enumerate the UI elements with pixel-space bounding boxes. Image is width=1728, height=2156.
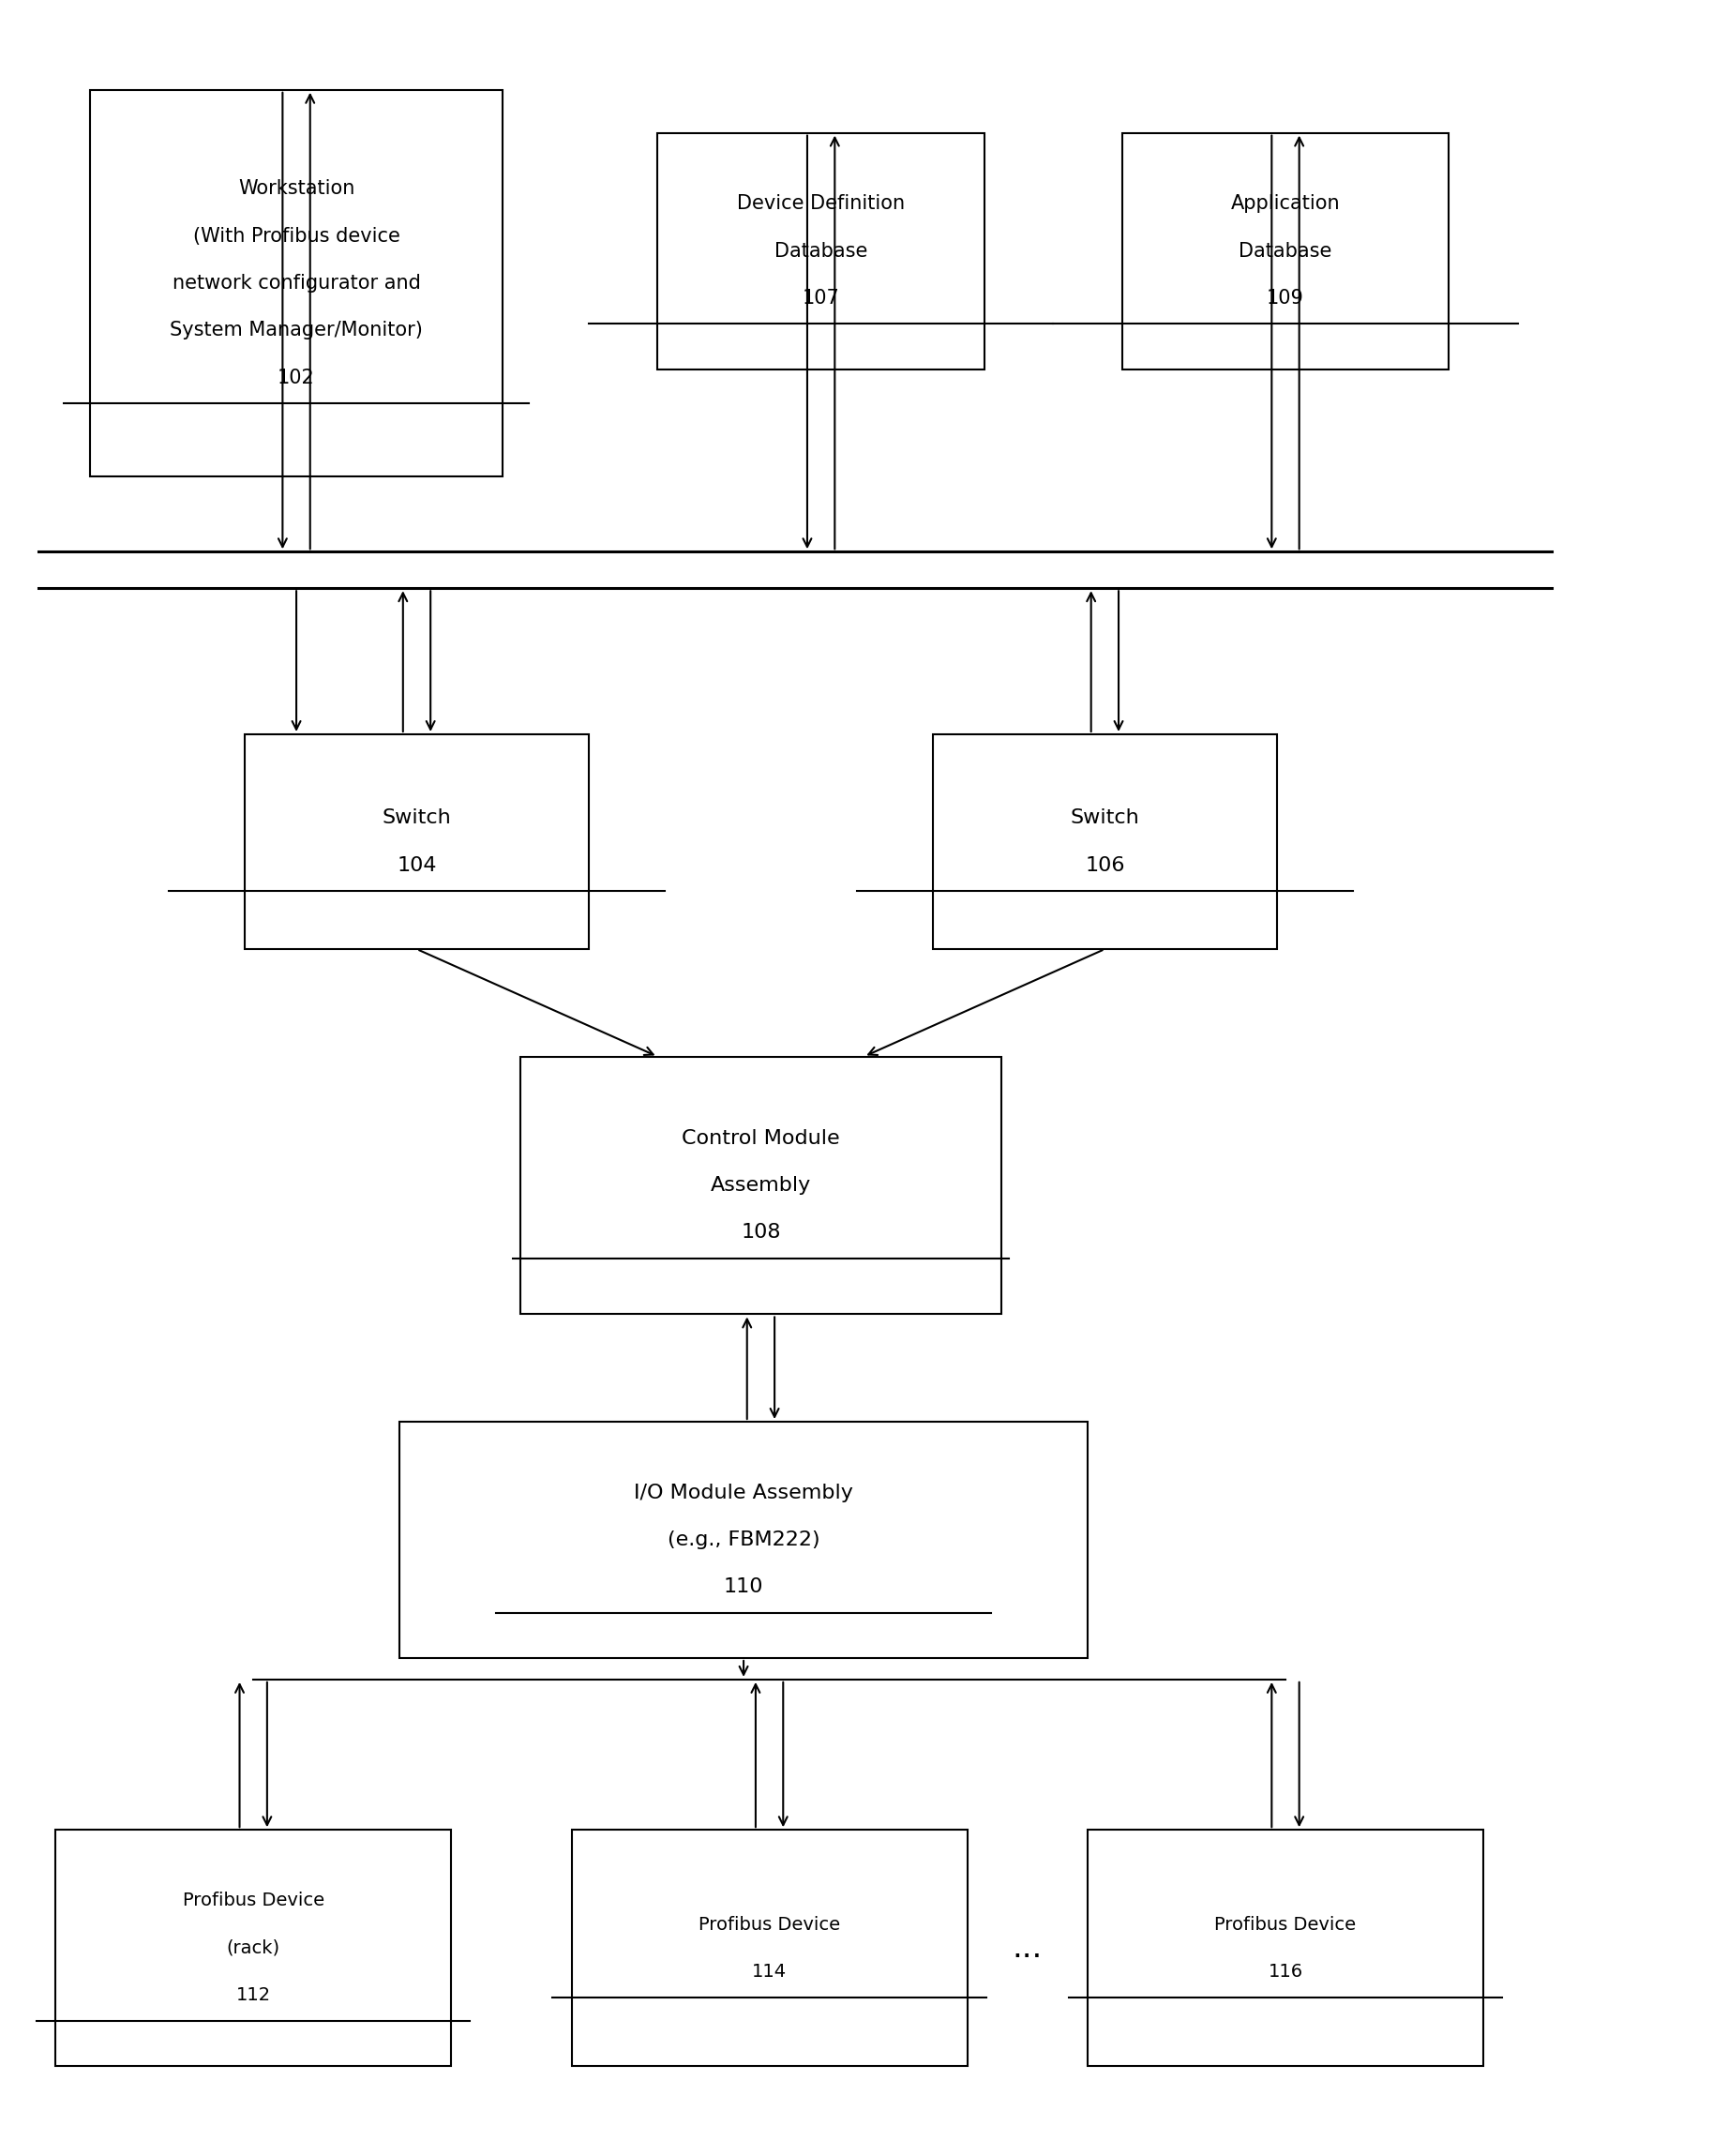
- Text: Profibus Device: Profibus Device: [183, 1891, 325, 1910]
- Text: Assembly: Assembly: [710, 1175, 810, 1194]
- Text: Database: Database: [1239, 241, 1332, 261]
- FancyBboxPatch shape: [90, 91, 503, 476]
- Text: Switch: Switch: [382, 808, 451, 828]
- Text: 112: 112: [237, 1986, 271, 2005]
- FancyBboxPatch shape: [399, 1421, 1087, 1658]
- FancyBboxPatch shape: [658, 134, 985, 369]
- Text: Workstation: Workstation: [238, 179, 354, 198]
- FancyBboxPatch shape: [55, 1830, 451, 2065]
- FancyBboxPatch shape: [245, 735, 589, 949]
- Text: 102: 102: [278, 369, 314, 388]
- Text: 116: 116: [1268, 1962, 1303, 1981]
- Text: Control Module: Control Module: [683, 1130, 840, 1147]
- FancyBboxPatch shape: [520, 1056, 1002, 1315]
- FancyBboxPatch shape: [1087, 1830, 1483, 2065]
- FancyBboxPatch shape: [572, 1830, 968, 2065]
- Text: (With Profibus device: (With Profibus device: [194, 226, 399, 246]
- Text: Device Definition: Device Definition: [738, 194, 905, 213]
- Text: Profibus Device: Profibus Device: [698, 1915, 840, 1934]
- Text: 110: 110: [724, 1578, 764, 1595]
- Text: (e.g., FBM222): (e.g., FBM222): [667, 1531, 819, 1550]
- Text: Application: Application: [1230, 194, 1341, 213]
- Text: (rack): (rack): [226, 1938, 280, 1958]
- Text: 106: 106: [1085, 856, 1125, 875]
- Text: 107: 107: [802, 289, 840, 308]
- Text: ...: ...: [1013, 1932, 1042, 1964]
- Text: Profibus Device: Profibus Device: [1215, 1915, 1356, 1934]
- Text: network configurator and: network configurator and: [173, 274, 420, 293]
- Text: I/O Module Assembly: I/O Module Assembly: [634, 1483, 854, 1503]
- Text: Switch: Switch: [1070, 808, 1139, 828]
- Text: System Manager/Monitor): System Manager/Monitor): [169, 321, 423, 341]
- Text: 104: 104: [397, 856, 437, 875]
- Text: Database: Database: [774, 241, 867, 261]
- Text: 114: 114: [752, 1962, 786, 1981]
- FancyBboxPatch shape: [933, 735, 1277, 949]
- Text: 108: 108: [741, 1222, 781, 1242]
- FancyBboxPatch shape: [1121, 134, 1448, 369]
- Text: 109: 109: [1267, 289, 1305, 308]
